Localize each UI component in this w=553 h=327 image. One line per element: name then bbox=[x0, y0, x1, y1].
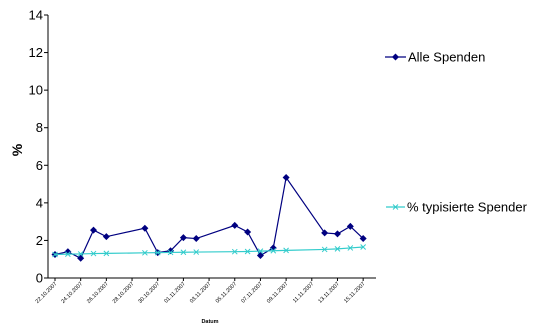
data-point bbox=[90, 250, 97, 257]
x-tick-label: 11.11.2007 bbox=[292, 281, 315, 304]
data-point bbox=[346, 222, 354, 230]
y-tick-label: 6 bbox=[36, 158, 43, 173]
marker-stroke bbox=[52, 251, 58, 258]
y-tick-label: 4 bbox=[36, 195, 43, 210]
data-point bbox=[283, 247, 289, 254]
legend-label: % typisierte Spender bbox=[407, 200, 528, 215]
x-tick-label: 05.11.2007 bbox=[215, 281, 238, 304]
data-point bbox=[333, 230, 341, 238]
data-point bbox=[244, 228, 252, 236]
chart-axes bbox=[47, 15, 376, 279]
data-point bbox=[256, 251, 264, 259]
legend-swatch-marker bbox=[392, 204, 399, 210]
marker-stroke bbox=[180, 249, 187, 256]
x-tick-label: 28.10.2007 bbox=[112, 281, 136, 305]
data-point bbox=[142, 249, 148, 256]
marker-stroke bbox=[142, 249, 148, 256]
legend-swatch-marker bbox=[391, 53, 400, 61]
marker-stroke bbox=[167, 249, 174, 256]
data-point bbox=[231, 248, 238, 255]
x-tick-label: 15.11.2007 bbox=[343, 281, 366, 304]
x-tick-label: 09.11.2007 bbox=[266, 281, 289, 304]
marker-stroke bbox=[64, 251, 71, 257]
legend-item: % typisierte Spender bbox=[386, 200, 528, 215]
data-point bbox=[321, 229, 329, 237]
data-point bbox=[270, 247, 277, 254]
marker-stroke bbox=[231, 248, 238, 255]
x-tick-label: 03.11.2007 bbox=[189, 281, 212, 304]
data-point bbox=[282, 173, 290, 182]
data-point bbox=[180, 249, 187, 256]
marker-stroke bbox=[321, 246, 328, 253]
marker-stroke bbox=[244, 248, 251, 255]
marker-stroke bbox=[103, 250, 110, 257]
x-tick-label: 07.11.2007 bbox=[240, 281, 263, 304]
series-line bbox=[54, 175, 364, 260]
data-point bbox=[359, 235, 367, 243]
marker-stroke bbox=[193, 249, 200, 255]
chart-legend: Alle Spenden % typisierte Spender bbox=[385, 50, 528, 215]
data-point bbox=[192, 235, 200, 243]
data-point bbox=[64, 251, 71, 257]
data-point bbox=[269, 244, 277, 252]
data-point bbox=[360, 244, 367, 250]
x-tick-label: 30.10.2007 bbox=[137, 281, 161, 305]
data-point bbox=[193, 249, 200, 255]
y-tick-label: 0 bbox=[36, 271, 43, 286]
data-point bbox=[347, 245, 354, 251]
y-tick-label: 10 bbox=[29, 83, 43, 98]
data-point bbox=[334, 246, 341, 252]
marker-stroke bbox=[283, 247, 289, 254]
data-point bbox=[154, 249, 161, 256]
x-tick-label: 24.10.2007 bbox=[60, 281, 84, 305]
y-tick-label: 12 bbox=[29, 45, 43, 60]
data-point bbox=[321, 246, 328, 253]
marker-stroke bbox=[334, 246, 341, 252]
x-tick-label: 26.10.2007 bbox=[86, 281, 110, 305]
series-line bbox=[54, 246, 364, 256]
data-point bbox=[141, 224, 149, 232]
legend-label: Alle Spenden bbox=[408, 50, 485, 65]
y-tick-label: 14 bbox=[29, 8, 43, 23]
chart-series bbox=[51, 173, 367, 262]
data-point bbox=[257, 248, 264, 254]
marker-stroke bbox=[77, 251, 84, 257]
series-typisierte-spender bbox=[52, 244, 367, 258]
marker-stroke bbox=[347, 245, 354, 251]
legend-item: Alle Spenden bbox=[385, 50, 485, 65]
x-axis-ticks: 22.10.2007 24.10.2007 26.10.2007 28.10.2007… bbox=[35, 278, 367, 305]
y-axis-ticks: 0 2 4 6 8 10 12 14 bbox=[29, 8, 48, 286]
data-point bbox=[77, 254, 85, 262]
marker-stroke bbox=[257, 248, 264, 254]
y-axis-title: % bbox=[9, 143, 25, 156]
marker-stroke bbox=[392, 204, 399, 210]
x-tick-label: 13.11.2007 bbox=[317, 281, 340, 304]
marker-stroke bbox=[90, 250, 97, 257]
series-alle-spenden bbox=[51, 173, 367, 262]
x-axis-title: Datum bbox=[201, 319, 218, 325]
data-point bbox=[167, 249, 174, 256]
data-point bbox=[52, 251, 58, 258]
data-point bbox=[103, 250, 110, 257]
marker-stroke bbox=[270, 247, 277, 254]
y-tick-label: 2 bbox=[36, 233, 43, 248]
data-point bbox=[77, 251, 84, 257]
data-point bbox=[244, 248, 251, 255]
data-point bbox=[102, 233, 110, 241]
marker-stroke bbox=[360, 244, 367, 250]
y-tick-label: 8 bbox=[36, 120, 43, 135]
marker-stroke bbox=[154, 249, 161, 256]
data-point bbox=[231, 221, 239, 229]
x-tick-label: 01.11.2007 bbox=[163, 281, 186, 304]
data-point bbox=[90, 226, 98, 234]
data-point bbox=[179, 234, 187, 242]
